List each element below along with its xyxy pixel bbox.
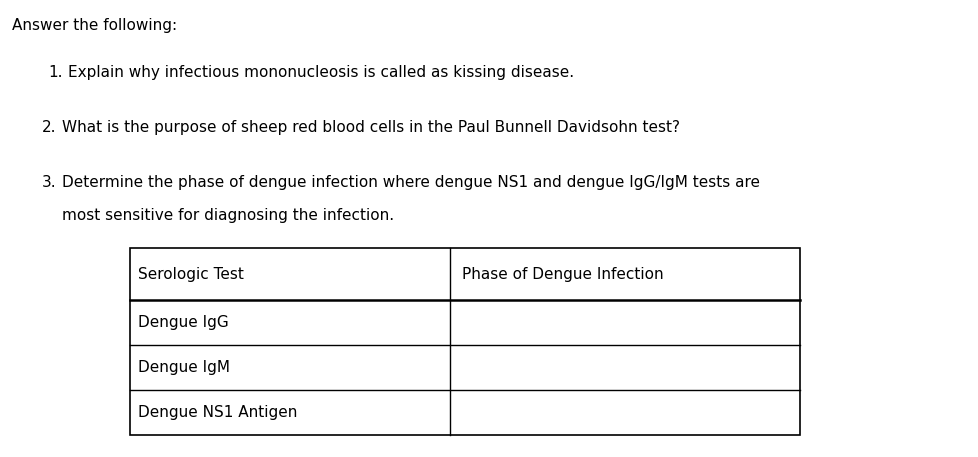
Text: Determine the phase of dengue infection where dengue NS1 and dengue IgG/IgM test: Determine the phase of dengue infection …	[62, 175, 759, 190]
Text: Explain why infectious mononucleosis is called as kissing disease.: Explain why infectious mononucleosis is …	[67, 65, 573, 80]
Text: 1.: 1.	[48, 65, 63, 80]
Text: What is the purpose of sheep red blood cells in the Paul Bunnell Davidsohn test?: What is the purpose of sheep red blood c…	[62, 120, 680, 135]
Text: Serologic Test: Serologic Test	[138, 266, 244, 282]
Text: Dengue IgM: Dengue IgM	[138, 360, 230, 375]
Text: most sensitive for diagnosing the infection.: most sensitive for diagnosing the infect…	[62, 208, 394, 223]
Text: 3.: 3.	[42, 175, 57, 190]
Text: Phase of Dengue Infection: Phase of Dengue Infection	[462, 266, 663, 282]
Bar	[130, 248, 799, 435]
Text: Answer the following:: Answer the following:	[12, 18, 177, 33]
Text: Dengue IgG: Dengue IgG	[138, 315, 229, 330]
Text: Dengue NS1 Antigen: Dengue NS1 Antigen	[138, 405, 297, 420]
Text: 2.: 2.	[42, 120, 57, 135]
